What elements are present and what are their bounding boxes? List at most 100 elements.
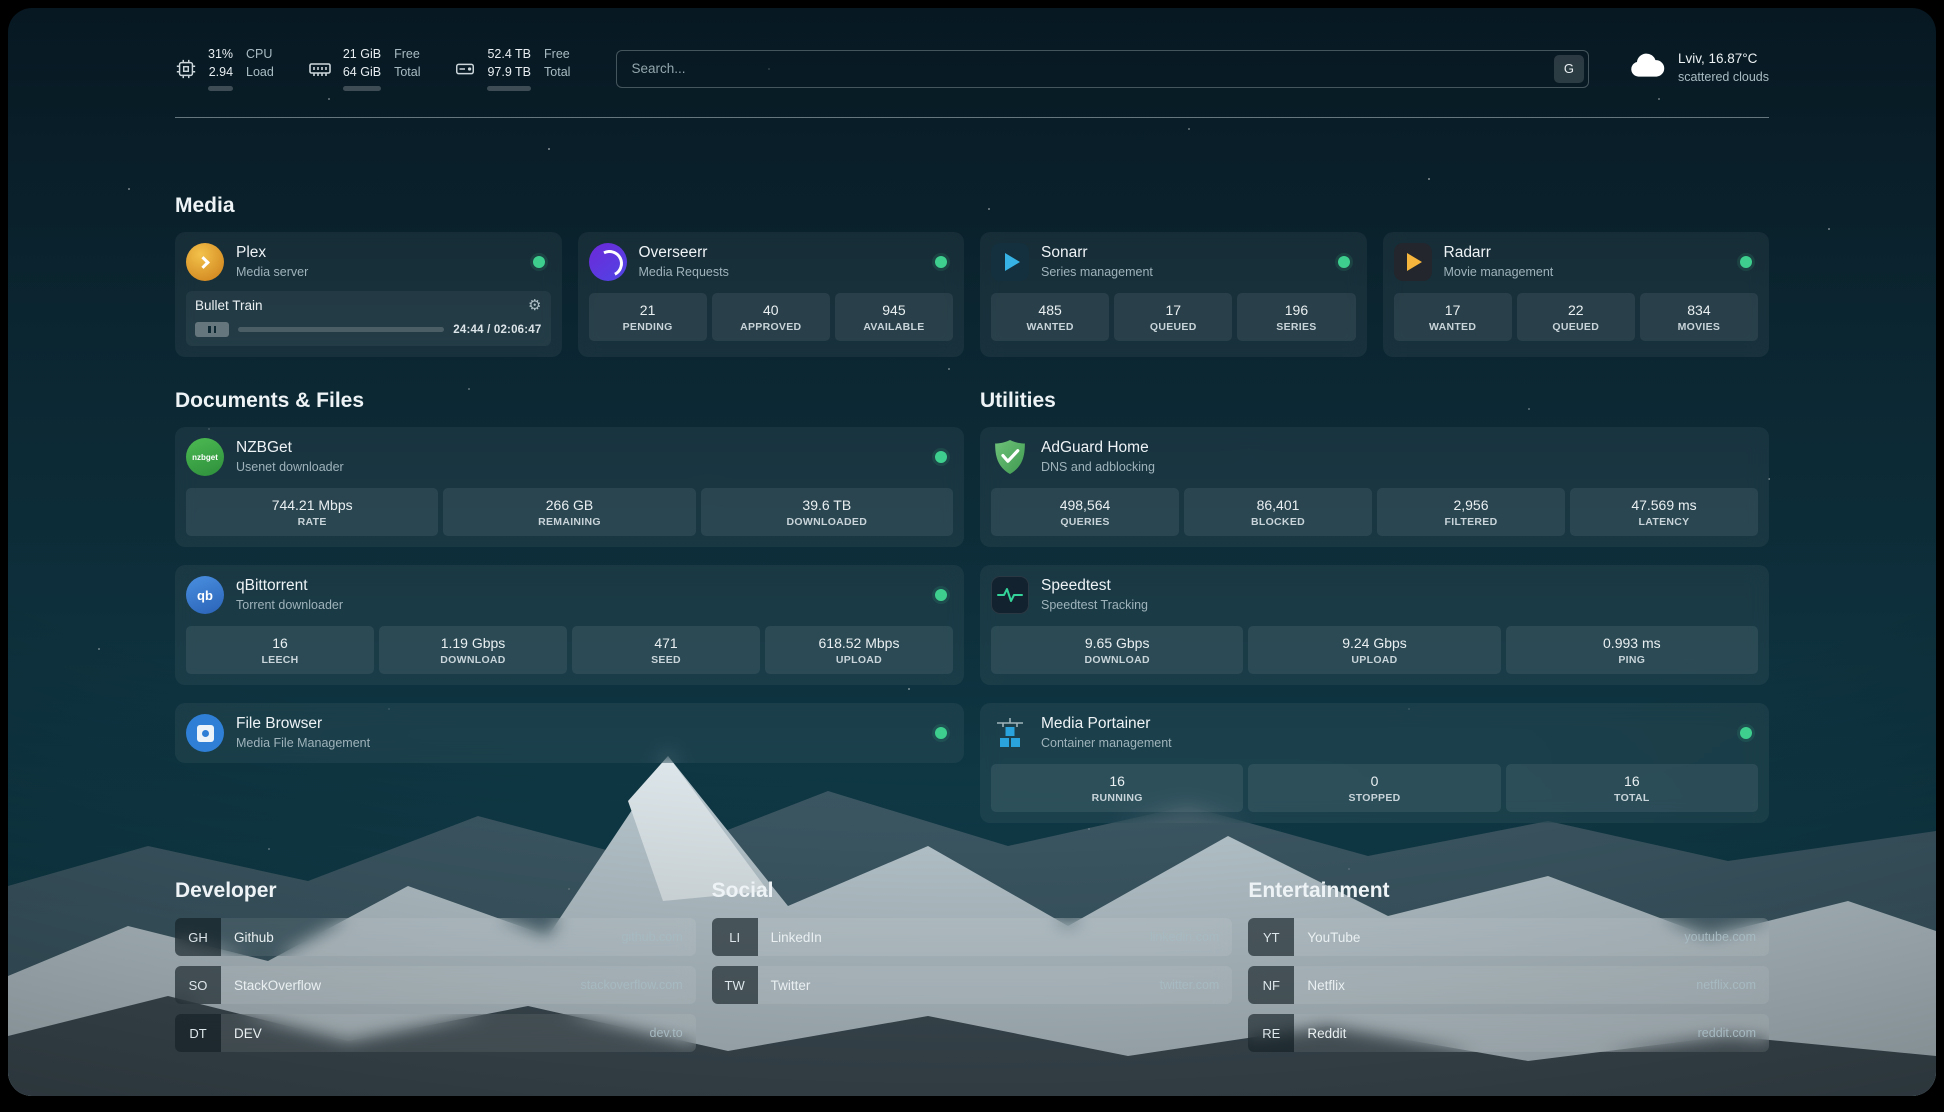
service-card-filebrowser[interactable]: File Browser Media File Management [175, 703, 964, 763]
bookmark-group-developer: Developer GH Github github.com SO StackO… [175, 879, 696, 1062]
service-name: AdGuard Home [1041, 439, 1149, 457]
adguard-title-block: AdGuard Home DNS and adblocking [1041, 438, 1155, 476]
plex-chevron-icon [196, 255, 210, 269]
nzbget-icon: nzbget [186, 438, 224, 476]
bookmark-stackoverflow[interactable]: SO StackOverflow stackoverflow.com [175, 966, 696, 1004]
nzbget-header: nzbget NZBGet Usenet downloader [186, 438, 953, 476]
bookmark-domain: stackoverflow.com [580, 978, 683, 992]
service-card-speedtest[interactable]: Speedtest Speedtest Tracking 9.65 Gbps DO… [980, 565, 1769, 685]
stat-upload: 618.52 Mbps UPLOAD [765, 626, 953, 674]
search-input[interactable] [616, 49, 1589, 88]
search-bar: G [616, 49, 1589, 88]
bookmark-name: StackOverflow [234, 977, 322, 993]
service-subtitle: Movie management [1443, 265, 1554, 280]
service-name: Radarr [1443, 244, 1491, 262]
stat-queries: 498,564 QUERIES [991, 488, 1179, 536]
bookmark-dev[interactable]: DT DEV dev.to [175, 1014, 696, 1052]
plex-header: Plex Media server [186, 243, 551, 281]
gear-icon[interactable]: ⚙ [528, 297, 542, 314]
bookmark-twitter[interactable]: TW Twitter twitter.com [711, 966, 1233, 1004]
stat-queued: 17 QUEUED [1114, 293, 1233, 341]
disk-progress-bar [487, 86, 532, 91]
vignette-overlay [8, 8, 1936, 1096]
nzbget-title-block: NZBGet Usenet downloader [236, 438, 344, 476]
pause-button[interactable] [195, 322, 229, 337]
section-title-media: Media [175, 194, 235, 217]
disk-widget-body: 52.4 TB 97.9 TB Free Total [487, 46, 570, 91]
service-card-sonarr[interactable]: Sonarr Series management 485 WANTED 17 QUE… [980, 232, 1367, 357]
service-name: Media Portainer [1041, 715, 1151, 733]
service-name: qBittorrent [236, 577, 308, 595]
section-title-documents: Documents & Files [175, 389, 365, 412]
stat-pending: 21 PENDING [588, 293, 707, 341]
adguard-header: AdGuard Home DNS and adblocking [991, 438, 1758, 476]
stat-queued: 22 QUEUED [1516, 293, 1635, 341]
bookmark-netflix[interactable]: NF Netflix netflix.com [1248, 966, 1769, 1004]
bookmark-name: YouTube [1307, 929, 1361, 945]
service-card-overseerr[interactable]: Overseerr Media Requests 21 PENDING 40 APP… [577, 232, 964, 357]
status-dot [532, 256, 545, 268]
media-grid: Plex Media server Bullet Train ⚙ 24:44 /… [175, 232, 1769, 357]
speedtest-header: Speedtest Speedtest Tracking [991, 576, 1758, 614]
bookmark-abbr: RE [1248, 1014, 1295, 1052]
portainer-stats: 16 RUNNING 0 STOPPED 16 TOTAL [991, 764, 1758, 812]
now-playing-title: Bullet Train [195, 298, 263, 313]
weather-location: Lviv, 16.87°C [1677, 51, 1758, 67]
bookmark-youtube[interactable]: YT YouTube youtube.com [1248, 918, 1769, 956]
sonarr-icon [991, 243, 1029, 281]
bookmark-github[interactable]: GH Github github.com [175, 918, 696, 956]
cpu-label: CPU [246, 47, 273, 61]
stat-remaining: 266 GB REMAINING [443, 488, 696, 536]
bookmark-name: Reddit [1307, 1025, 1347, 1041]
weather-text: Lviv, 16.87°C scattered clouds [1678, 50, 1769, 86]
section-title-entertainment: Entertainment [1248, 879, 1390, 902]
disk-icon [454, 58, 476, 80]
section-title-utilities: Utilities [980, 389, 1056, 412]
bookmark-abbr: TW [711, 966, 758, 1004]
bookmark-reddit[interactable]: RE Reddit reddit.com [1248, 1014, 1769, 1052]
bookmark-linkedin[interactable]: LI LinkedIn linkedin.com [711, 918, 1233, 956]
service-card-plex[interactable]: Plex Media server Bullet Train ⚙ 24:44 /… [175, 232, 562, 357]
player-controls: 24:44 / 02:06:47 [195, 322, 542, 337]
radarr-stats: 17 WANTED 22 QUEUED 834 MOVIES [1393, 293, 1759, 341]
service-card-qbittorrent[interactable]: qb qBittorrent Torrent downloader 16 LEEC… [175, 565, 964, 685]
bookmark-domain: netflix.com [1696, 978, 1756, 992]
bookmark-abbr: LI [711, 918, 758, 956]
portainer-crane-icon [991, 714, 1029, 752]
status-dot [935, 451, 947, 463]
service-card-adguard[interactable]: AdGuard Home DNS and adblocking 498,564 Q… [980, 427, 1769, 547]
documents-column: Documents & Files nzbget NZBGet Usenet d… [175, 389, 964, 763]
service-card-nzbget[interactable]: nzbget NZBGet Usenet downloader 744.21 M… [175, 427, 964, 547]
service-card-radarr[interactable]: Radarr Movie management 17 WANTED 22 QUEUE… [1382, 232, 1769, 357]
bookmark-domain: reddit.com [1697, 1026, 1756, 1040]
section-title-developer: Developer [175, 879, 277, 902]
bookmark-name: Netflix [1307, 977, 1345, 993]
radarr-title-block: Radarr Movie management [1444, 243, 1554, 281]
cpu-widget-body: 31% 2.94 CPU Load [208, 46, 274, 91]
memory-widget: 21 GiB 64 GiB Free Total [308, 46, 420, 91]
bookmark-domain: dev.to [649, 1026, 683, 1040]
cpu-load-value: 2.94 [208, 64, 234, 79]
search-provider-button[interactable]: G [1553, 54, 1584, 83]
speedtest-stats: 9.65 Gbps DOWNLOAD 9.24 Gbps UPLOAD 0.993 … [991, 626, 1758, 674]
service-name: Speedtest [1041, 577, 1111, 595]
disk-free-label: Free [544, 47, 570, 61]
sonarr-title-block: Sonarr Series management [1041, 243, 1153, 281]
status-dot [935, 256, 947, 268]
cloud-icon [1629, 53, 1665, 84]
bookmark-group-entertainment: Entertainment YT YouTube youtube.com NF … [1248, 879, 1769, 1062]
service-name: Plex [236, 244, 267, 262]
service-name: NZBGet [236, 439, 292, 457]
bookmark-domain: youtube.com [1684, 930, 1756, 944]
filebrowser-icon [186, 714, 224, 752]
disk-free-value: 52.4 TB [487, 47, 532, 61]
stat-leech: 16 LEECH [186, 626, 374, 674]
stat-filtered: 2,956 FILTERED [1377, 488, 1565, 536]
stat-wanted: 485 WANTED [991, 293, 1110, 341]
bookmark-group-social: Social LI LinkedIn linkedin.com TW Twitt… [711, 879, 1233, 1062]
service-card-portainer[interactable]: Media Portainer Container management 16 R… [980, 703, 1769, 823]
playback-progress-track[interactable] [238, 327, 445, 332]
header-divider [175, 117, 1769, 118]
bookmark-abbr: YT [1248, 918, 1295, 956]
qbittorrent-icon: qb [186, 576, 224, 614]
